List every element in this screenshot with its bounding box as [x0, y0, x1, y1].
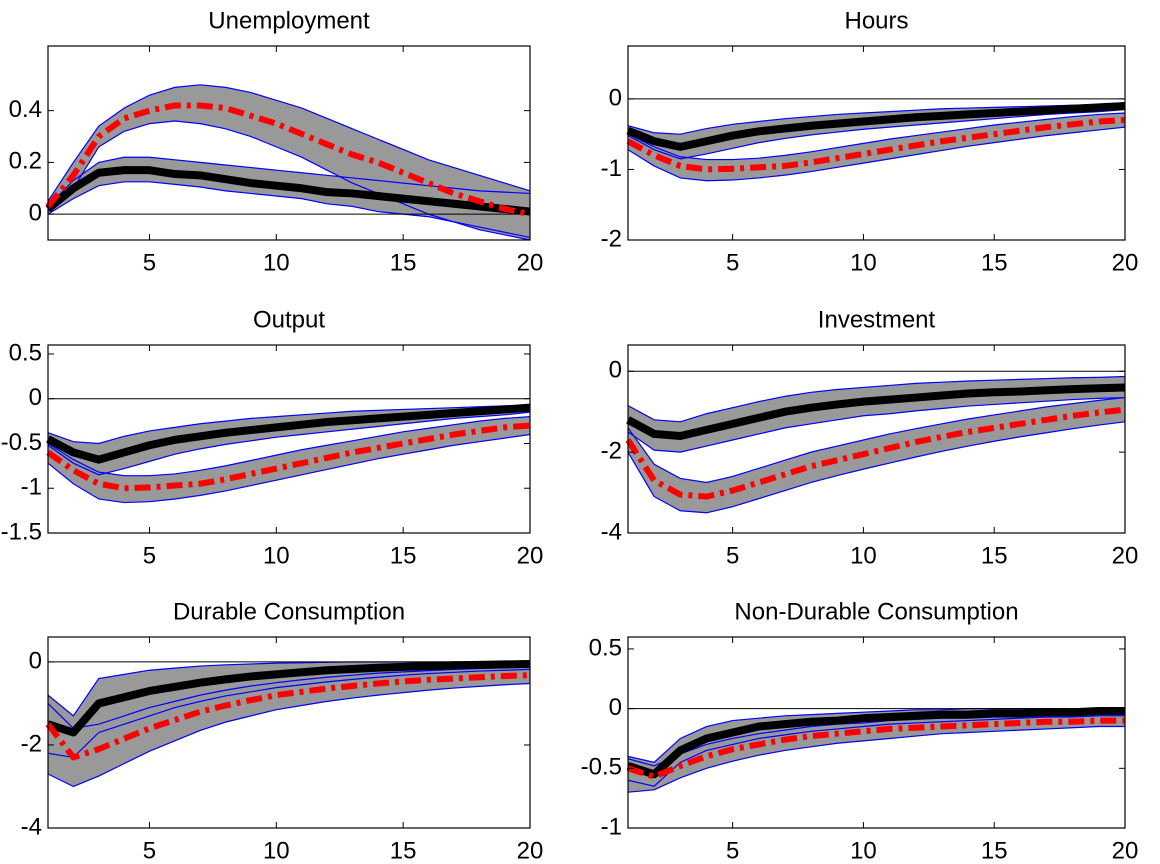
- axes-box: [47, 636, 531, 829]
- y-tick-label: 0: [609, 357, 622, 384]
- y-tick-label: -1: [21, 474, 42, 501]
- x-tick-label: 10: [850, 837, 877, 864]
- axes-box: [627, 344, 1126, 534]
- band-edge: [47, 433, 531, 504]
- band-edge: [47, 666, 531, 729]
- chart-title: Investment: [818, 306, 936, 333]
- y-tick-label: 0: [29, 384, 42, 411]
- y-tick-label: 0: [29, 647, 42, 674]
- x-tick-label: 15: [390, 837, 417, 864]
- y-tick-label: -0.5: [581, 754, 622, 781]
- series-line: [627, 717, 1125, 780]
- y-tick-label: 0.5: [589, 634, 622, 661]
- chart-title: Non-Durable Consumption: [734, 598, 1018, 625]
- axes-box: [627, 636, 1126, 829]
- band-edge: [47, 416, 531, 477]
- x-tick-label: 20: [1112, 837, 1139, 864]
- x-tick-label: 20: [517, 249, 544, 276]
- band-edge: [627, 103, 1126, 135]
- series-line: [46, 403, 531, 464]
- y-tick-label: -1: [601, 155, 622, 182]
- x-tick-label: 5: [726, 249, 739, 276]
- band-edge: [627, 375, 1126, 423]
- y-tick-label: -4: [21, 813, 42, 840]
- chart-title: Hours: [844, 7, 908, 34]
- series-line: [45, 102, 531, 218]
- band-edge: [47, 84, 531, 202]
- band-edge: [47, 156, 531, 207]
- x-tick-label: 5: [726, 837, 739, 864]
- axes-box: [47, 344, 531, 534]
- band-edge: [627, 396, 1126, 453]
- band-edge: [627, 126, 1126, 182]
- band-edge: [47, 120, 531, 241]
- y-tick-label: -2: [601, 437, 622, 464]
- band-fill: [48, 416, 530, 503]
- band-edge: [627, 725, 1125, 793]
- axes-box: [627, 45, 1126, 241]
- band-edge: [627, 108, 1126, 160]
- x-tick-label: 10: [263, 542, 290, 569]
- chart-title: Output: [253, 306, 325, 333]
- band-edge: [47, 411, 531, 476]
- series-line: [46, 422, 531, 492]
- y-tick-label: 0: [609, 694, 622, 721]
- x-tick-label: 20: [517, 837, 544, 864]
- y-tick-label: 0.4: [9, 96, 42, 123]
- x-tick-label: 20: [1112, 249, 1139, 276]
- band-edge: [47, 682, 531, 788]
- x-tick-label: 15: [390, 542, 417, 569]
- band-edge: [627, 421, 1126, 514]
- x-tick-label: 10: [850, 542, 877, 569]
- x-tick-label: 10: [263, 249, 290, 276]
- x-tick-label: 20: [517, 542, 544, 569]
- band-edge: [627, 396, 1126, 484]
- series-line: [45, 166, 531, 216]
- x-tick-label: 15: [981, 542, 1008, 569]
- x-tick-label: 20: [1112, 542, 1139, 569]
- x-tick-label: 10: [850, 249, 877, 276]
- y-tick-label: -2: [601, 225, 622, 252]
- x-tick-label: 5: [143, 542, 156, 569]
- chart-title: Durable Consumption: [173, 598, 405, 625]
- y-tick-label: -1: [601, 813, 622, 840]
- series-line: [625, 406, 1126, 500]
- y-tick-label: 0.2: [9, 148, 42, 175]
- band-fill: [628, 113, 1125, 181]
- series-line: [45, 672, 531, 761]
- x-tick-label: 5: [726, 542, 739, 569]
- y-tick-label: 0: [609, 84, 622, 111]
- y-tick-label: -2: [21, 730, 42, 757]
- series-line: [626, 707, 1125, 779]
- x-tick-label: 10: [263, 837, 290, 864]
- band-fill: [48, 404, 530, 475]
- y-tick-label: -0.5: [1, 429, 42, 456]
- y-tick-label: -4: [601, 518, 622, 545]
- y-tick-label: -1.5: [1, 518, 42, 545]
- x-tick-label: 15: [981, 249, 1008, 276]
- y-tick-label: 0.5: [9, 339, 42, 366]
- band-edge: [47, 404, 531, 445]
- series-line: [626, 383, 1126, 440]
- x-tick-label: 5: [143, 249, 156, 276]
- band-edge: [627, 112, 1126, 161]
- axes-box: [47, 45, 531, 241]
- x-tick-label: 15: [390, 249, 417, 276]
- band-fill: [628, 714, 1125, 793]
- band-edge: [47, 668, 531, 759]
- band-fill: [48, 157, 530, 238]
- chart-title: Unemployment: [208, 7, 370, 34]
- series-line: [626, 117, 1126, 173]
- x-tick-label: 5: [143, 837, 156, 864]
- x-tick-label: 15: [981, 837, 1008, 864]
- series-line: [46, 659, 531, 737]
- series-line: [626, 101, 1126, 151]
- y-tick-label: 0: [29, 199, 42, 226]
- band-edge: [627, 715, 1125, 787]
